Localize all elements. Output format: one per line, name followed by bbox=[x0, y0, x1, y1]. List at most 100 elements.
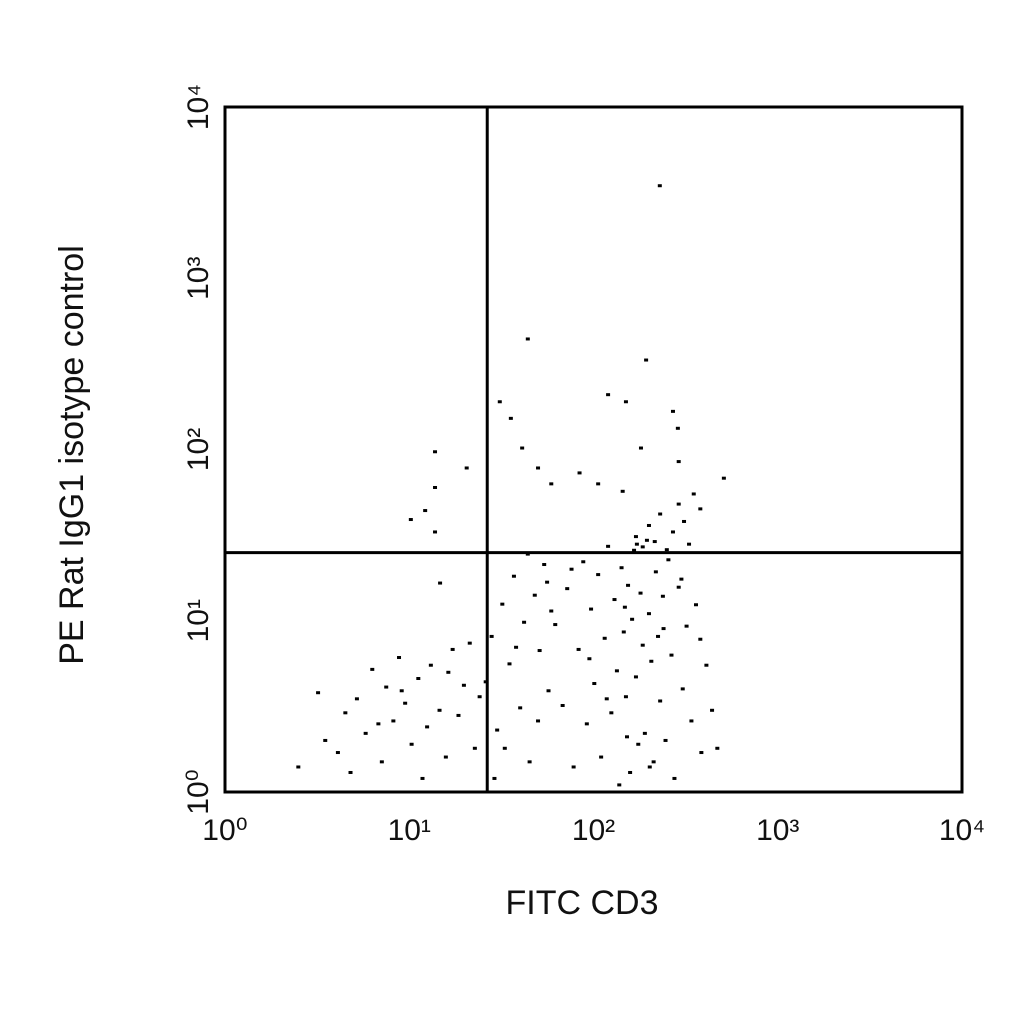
point bbox=[680, 687, 685, 691]
point bbox=[536, 719, 541, 723]
point bbox=[679, 577, 684, 581]
point bbox=[622, 605, 627, 609]
point bbox=[507, 662, 512, 666]
point bbox=[704, 663, 709, 667]
point bbox=[632, 548, 637, 552]
point bbox=[620, 489, 625, 493]
point bbox=[560, 703, 565, 707]
point bbox=[472, 746, 477, 750]
point bbox=[408, 518, 413, 522]
point bbox=[661, 627, 666, 631]
point bbox=[644, 358, 649, 362]
point bbox=[348, 770, 353, 774]
point bbox=[296, 765, 301, 769]
point bbox=[514, 645, 519, 649]
point bbox=[477, 695, 482, 699]
point bbox=[663, 738, 668, 742]
point bbox=[640, 643, 645, 647]
point bbox=[420, 776, 425, 780]
point bbox=[675, 426, 680, 430]
point bbox=[646, 523, 651, 527]
point bbox=[693, 603, 698, 607]
point bbox=[376, 722, 381, 726]
point bbox=[576, 647, 581, 651]
point bbox=[584, 722, 589, 726]
point bbox=[660, 594, 665, 598]
point bbox=[684, 624, 689, 628]
point bbox=[669, 653, 674, 657]
plot-frame bbox=[223, 105, 964, 794]
point bbox=[682, 519, 687, 523]
point bbox=[553, 623, 558, 627]
point bbox=[623, 695, 628, 699]
point bbox=[379, 760, 384, 764]
y-tick-label: 10² bbox=[182, 428, 215, 471]
point bbox=[651, 760, 656, 764]
y-tick-label: 10¹ bbox=[182, 599, 215, 642]
point bbox=[549, 482, 554, 486]
point bbox=[546, 689, 551, 693]
point bbox=[549, 609, 554, 613]
point bbox=[443, 755, 448, 759]
point bbox=[592, 682, 597, 686]
point bbox=[587, 657, 592, 661]
point bbox=[525, 552, 530, 556]
point bbox=[666, 558, 671, 562]
point bbox=[589, 607, 594, 611]
point bbox=[500, 602, 505, 606]
point bbox=[565, 587, 570, 591]
point bbox=[520, 446, 525, 450]
point bbox=[343, 711, 348, 715]
point bbox=[569, 567, 574, 571]
point bbox=[363, 731, 368, 735]
point bbox=[446, 670, 451, 674]
point bbox=[423, 509, 428, 513]
point bbox=[644, 538, 649, 542]
point bbox=[721, 476, 726, 480]
y-tick-label: 10⁴ bbox=[182, 84, 215, 130]
point bbox=[433, 530, 438, 534]
point bbox=[527, 760, 532, 764]
point bbox=[619, 566, 624, 570]
x-tick-label: 10¹ bbox=[388, 814, 431, 847]
point bbox=[323, 738, 328, 742]
point bbox=[508, 416, 513, 420]
point bbox=[633, 675, 638, 679]
point bbox=[391, 719, 396, 723]
point bbox=[653, 570, 658, 574]
point bbox=[638, 591, 643, 595]
point bbox=[467, 641, 472, 645]
point bbox=[495, 728, 500, 732]
point bbox=[614, 669, 619, 673]
point bbox=[636, 742, 641, 746]
point bbox=[604, 697, 609, 701]
x-axis-label: FITC CD3 bbox=[506, 884, 659, 922]
point bbox=[698, 637, 703, 641]
point bbox=[464, 466, 469, 470]
point bbox=[658, 699, 663, 703]
point bbox=[642, 731, 647, 735]
point bbox=[354, 697, 359, 701]
point bbox=[630, 617, 635, 621]
y-axis-label: PE Rat IgG1 isotype control bbox=[53, 245, 91, 665]
point bbox=[596, 573, 601, 577]
point bbox=[640, 545, 645, 549]
point bbox=[652, 540, 657, 544]
point bbox=[577, 471, 582, 475]
point bbox=[606, 393, 611, 397]
point bbox=[522, 620, 527, 624]
point bbox=[609, 711, 614, 715]
y-tick-label: 10³ bbox=[182, 257, 215, 300]
point bbox=[403, 701, 408, 705]
point bbox=[617, 783, 622, 787]
point bbox=[518, 706, 523, 710]
x-tick-label: 10³ bbox=[756, 814, 799, 847]
point bbox=[658, 512, 663, 516]
point bbox=[399, 689, 404, 693]
point bbox=[428, 663, 433, 667]
point bbox=[545, 580, 550, 584]
point bbox=[698, 507, 703, 511]
point bbox=[532, 593, 537, 597]
point bbox=[628, 770, 633, 774]
y-tick-label: 10⁰ bbox=[182, 769, 215, 814]
